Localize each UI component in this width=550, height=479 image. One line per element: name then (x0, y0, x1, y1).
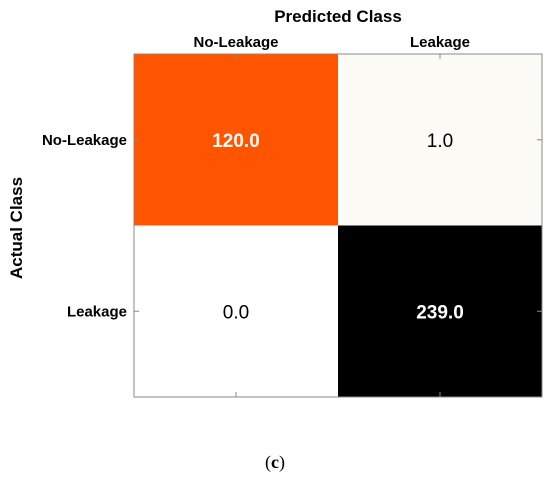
y-axis-label: Actual Class (7, 177, 26, 279)
x-tick-label-0: No-Leakage (193, 34, 278, 51)
cell-r1-c1 (338, 225, 542, 397)
confusion-matrix-chart: Predicted Class Actual Class 120.0 1.0 0.0… (7, 7, 543, 398)
cell-value-r0-c1: 1.0 (427, 131, 453, 152)
cell-value-r1-c0: 0.0 (223, 302, 249, 323)
plot-frame (133, 53, 543, 398)
cell-r0-c0 (134, 54, 338, 226)
cell-r0-c1 (338, 54, 542, 226)
cell-value-r1-c1: 239.0 (416, 302, 464, 323)
caption-letter: c (271, 452, 279, 472)
chart-title: Predicted Class (274, 7, 402, 26)
figure-caption: (c) (0, 452, 550, 473)
x-tick-label-1: Leakage (410, 34, 470, 51)
cell-r1-c0 (134, 225, 338, 397)
y-tick-label-0: No-Leakage (42, 132, 127, 149)
cell-value-r0-c0: 120.0 (212, 131, 260, 152)
caption-open: ( (265, 452, 271, 472)
caption-close: ) (279, 452, 285, 472)
y-tick-label-1: Leakage (67, 303, 127, 320)
